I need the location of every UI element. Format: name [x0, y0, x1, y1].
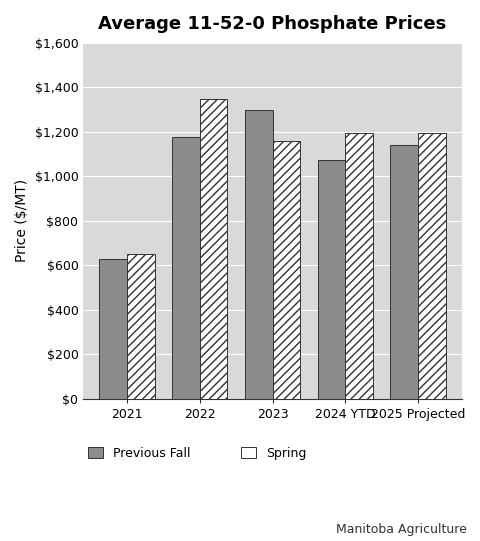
Bar	[417, 133, 445, 399]
Bar	[172, 137, 199, 399]
Title: Average 11-52-0 Phosphate Prices: Average 11-52-0 Phosphate Prices	[98, 15, 446, 33]
Bar	[244, 110, 272, 399]
Y-axis label: Price ($/MT): Price ($/MT)	[15, 179, 29, 262]
Legend: Previous Fall, Spring: Previous Fall, Spring	[83, 441, 311, 465]
Text: Manitoba Agriculture: Manitoba Agriculture	[335, 523, 466, 536]
Bar	[127, 254, 154, 399]
Bar	[199, 98, 227, 399]
Bar	[272, 141, 300, 399]
Bar	[99, 259, 127, 399]
Bar	[390, 145, 417, 399]
Bar	[317, 160, 345, 399]
Bar	[345, 133, 372, 399]
